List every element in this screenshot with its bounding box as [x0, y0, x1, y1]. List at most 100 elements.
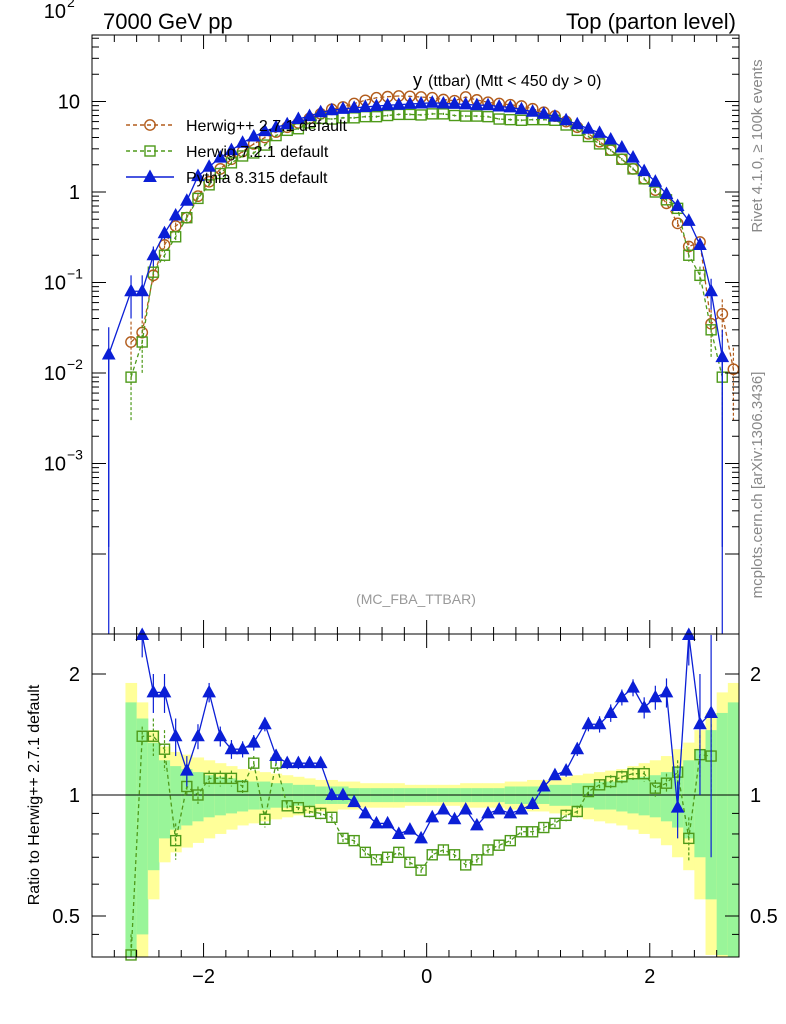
pythia-8315-ratio-point — [191, 728, 205, 742]
herwig-721-point — [482, 110, 494, 123]
pythia-8315-point — [324, 102, 339, 116]
herwig-271-point — [716, 307, 729, 320]
pythia-8315-ratio-point — [258, 716, 272, 730]
herwig-721-point — [259, 139, 271, 151]
herwig-721-ratio-point — [203, 772, 215, 785]
pythia-8315-point — [369, 98, 384, 112]
ratio-green-band-bin — [158, 760, 171, 839]
pythia-8315-point — [447, 96, 462, 109]
herwig-721-ratio-point — [660, 777, 673, 789]
pythia-8315-line — [108, 102, 723, 358]
herwig-721-point — [649, 186, 662, 198]
herwig-721-point — [248, 147, 260, 159]
herwig-721-point — [504, 113, 517, 126]
herwig-721-ratio-point — [303, 805, 316, 818]
herwig-721-ratio-point — [683, 832, 695, 845]
legend-label: Pythia 8.315 default — [186, 170, 328, 187]
herwig-721-ratio-point — [627, 767, 639, 780]
pythia-8315-ratio-point — [380, 815, 395, 829]
herwig-721-point — [225, 157, 238, 169]
pythia-8315-point — [179, 193, 194, 206]
pythia-8315-point — [336, 101, 350, 114]
pythia-8315-point — [358, 99, 373, 112]
pythia-8315-ratio-point — [637, 700, 652, 713]
pythia-8315-ratio-point — [269, 748, 283, 762]
pythia-8315-ratio-point — [659, 684, 674, 698]
pythia-8315-point — [347, 100, 361, 113]
ratio-green-band-bin — [214, 776, 227, 816]
herwig-721-ratio-point — [515, 826, 528, 838]
ratio-y-tick-label-right: 0.5 — [750, 906, 778, 928]
pythia-8315-ratio-point — [548, 767, 562, 781]
herwig-721-ratio-point — [236, 780, 249, 793]
pythia-8315-point — [235, 135, 250, 148]
herwig-721-ratio-point — [158, 743, 171, 755]
herwig-721-ratio-point — [538, 821, 550, 834]
herwig-721-ratio-point — [437, 844, 450, 856]
pythia-8315-ratio-point — [626, 680, 640, 693]
pythia-8315-point — [514, 101, 529, 115]
pythia-8315-point — [157, 225, 172, 239]
herwig-721-ratio-point — [426, 849, 438, 861]
herwig-721-ratio-point — [326, 811, 338, 824]
pythia-8315-point — [135, 283, 150, 297]
pythia-8315-point — [581, 121, 596, 134]
ratio-y-axis-label: Ratio to Herwig++ 2.7.1 default — [26, 684, 43, 905]
ratio-green-band-bin — [170, 766, 182, 830]
pythia-8315-ratio-point — [570, 741, 585, 755]
pythia-8315-point — [458, 96, 473, 110]
herwig-721-point — [605, 144, 617, 156]
herwig-721-ratio-point — [337, 832, 349, 845]
pythia-8315-ratio-point — [235, 741, 250, 755]
main-y-tick-exponent: −1 — [67, 266, 83, 282]
herwig-721-ratio-point — [605, 775, 617, 788]
herwig-721-ratio-point — [482, 844, 494, 856]
rivet-version-label: Rivet 4.1.0, ≥ 100k events — [749, 59, 766, 232]
herwig-721-ratio-point — [292, 801, 305, 814]
pythia-8315-point — [670, 198, 685, 212]
pythia-8315-point — [380, 97, 395, 111]
ratio-green-band-bin — [593, 781, 606, 810]
herwig-721-ratio-point — [582, 785, 595, 798]
pythia-8315-ratio-point — [224, 741, 239, 755]
herwig-721-point — [493, 113, 505, 125]
pythia-8315-ratio-point — [179, 763, 194, 776]
pythia-8315-point — [681, 213, 696, 226]
ratio-y-tick-label-left: 0.5 — [52, 906, 80, 928]
main-plot-marks — [101, 90, 740, 634]
ratio-y-tick-label-right: 1 — [750, 785, 761, 807]
ratio-green-band-bin — [225, 778, 238, 814]
ratio-green-band-bin — [627, 778, 640, 814]
legend-marker — [144, 119, 156, 131]
herwig-721-ratio-point — [147, 730, 160, 742]
ratio-green-band-bin — [683, 760, 695, 839]
herwig-721-ratio-point — [638, 767, 650, 780]
pythia-8315-point — [291, 111, 306, 125]
pythia-8315-ratio-point — [670, 800, 685, 813]
herwig-721-ratio-point — [281, 800, 293, 812]
pythia-8315-ratio-point — [414, 830, 428, 844]
ratio-green-band-bin — [248, 781, 260, 810]
pythia-8315-ratio-point — [492, 802, 507, 815]
pythia-8315-point — [592, 125, 607, 138]
pythia-8315-ratio-point — [168, 728, 183, 742]
herwig-721-point — [459, 110, 472, 122]
ratio-green-band-bin — [605, 781, 617, 810]
herwig-721-ratio-point — [259, 813, 271, 826]
ratio-x-tick-label: 0 — [421, 966, 432, 988]
pythia-8315-ratio-point — [291, 755, 306, 769]
pythia-8315-ratio-point — [280, 755, 295, 769]
pythia-8315-ratio-point — [514, 802, 529, 815]
pythia-8315-point — [548, 109, 562, 122]
herwig-721-point — [627, 163, 639, 175]
ratio-green-band-bin — [181, 769, 193, 826]
pythia-8315-point — [704, 283, 718, 297]
pythia-8315-ratio-point — [157, 684, 172, 698]
herwig-271-point — [125, 336, 137, 348]
header-left: 7000 GeV pp — [103, 9, 233, 34]
ratio-green-band-bin — [638, 776, 651, 816]
legend: Herwig++ 2.7.1 default Herwig 7.2.1 defau… — [126, 118, 348, 187]
pythia-8315-point — [536, 106, 551, 119]
herwig-721-ratio-point — [493, 839, 505, 851]
